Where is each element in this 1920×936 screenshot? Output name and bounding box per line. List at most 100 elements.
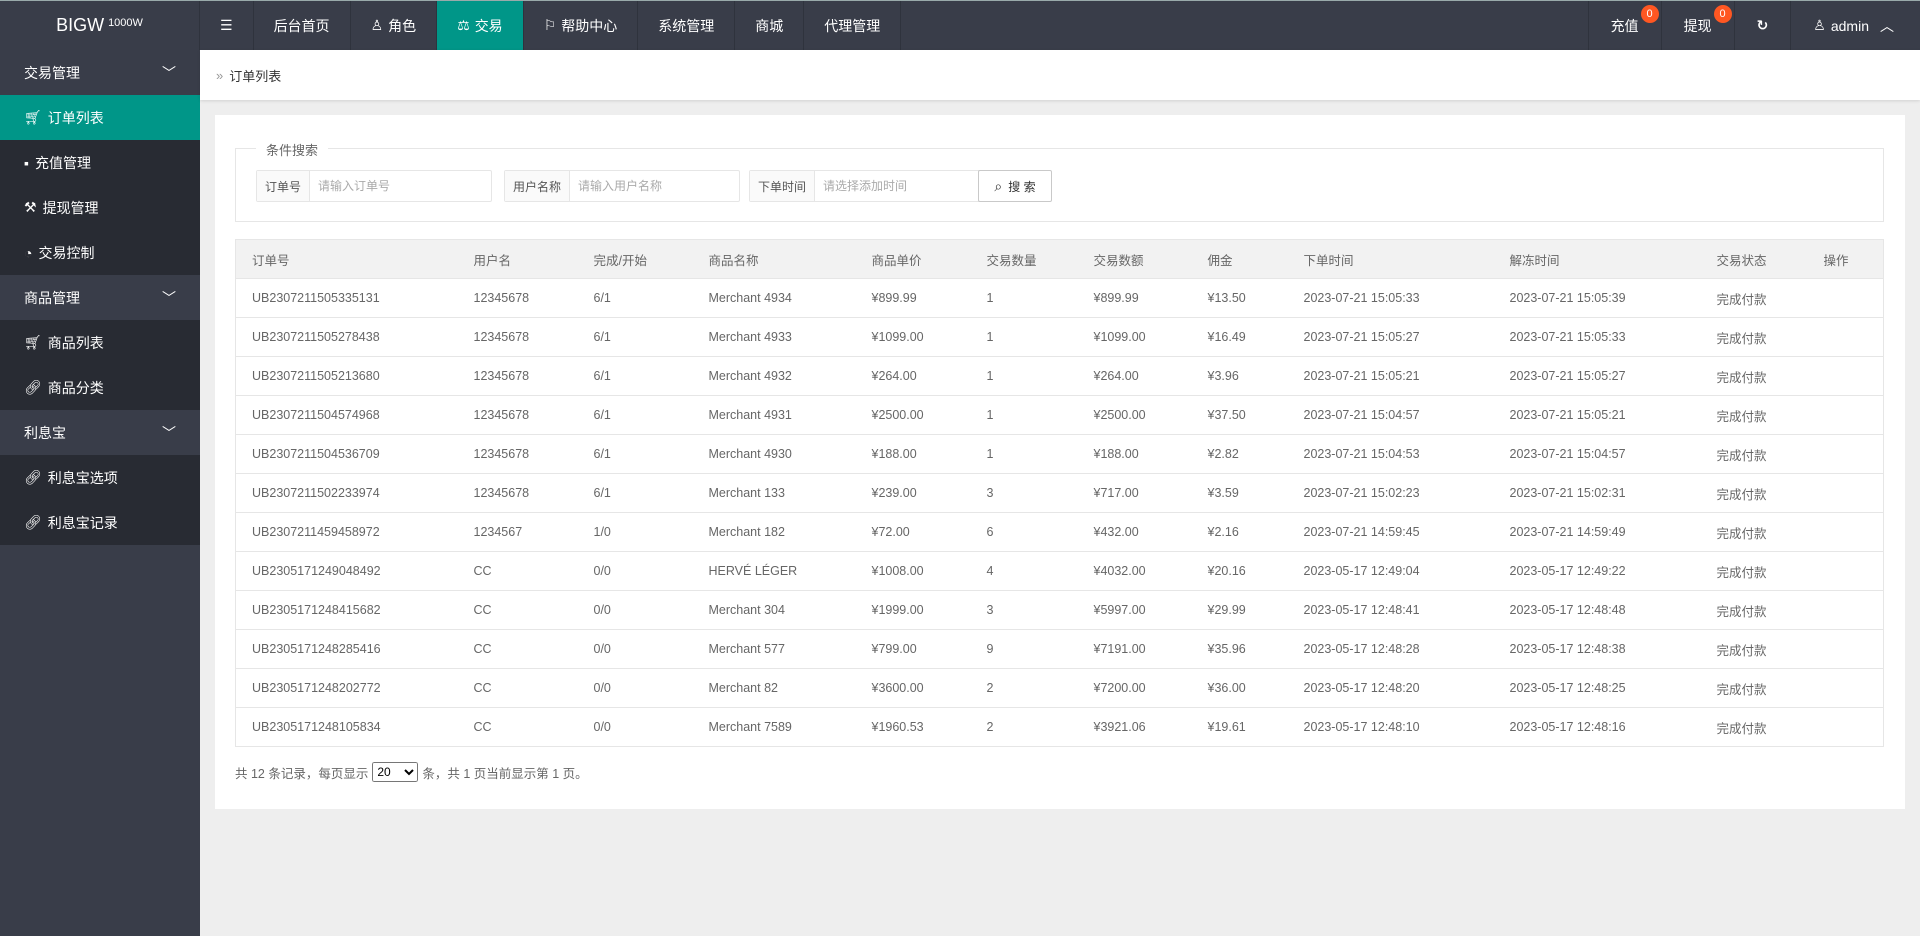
table-cell: 3: [970, 590, 1078, 630]
table-cell: Merchant 182: [692, 512, 856, 552]
table-row: UB2305171248105834 CC 0/0 Merchant 7589 ¥196…: [235, 707, 1884, 747]
sidebar-item-recharge[interactable]: ▪ 充值管理: [0, 140, 200, 185]
table-cell: ¥188.00: [855, 434, 971, 474]
nav-label: 商城: [755, 17, 784, 34]
table-cell: 2023-05-17 12:48:48: [1493, 590, 1701, 630]
sidebar-item-interest-options[interactable]: 🔗︎ 利息宝选项: [0, 455, 200, 500]
user-menu[interactable]: ♙ admin ︿: [1790, 1, 1920, 50]
nav-home[interactable]: 后台首页: [254, 1, 351, 50]
search-button-label: 搜 索: [1008, 179, 1036, 194]
table-cell: 6/1: [577, 473, 693, 513]
table-cell: 2: [970, 668, 1078, 708]
breadcrumb: » 订单列表: [200, 50, 1920, 100]
table-cell: [1807, 473, 1884, 513]
withdraw-button[interactable]: 提现 0: [1660, 1, 1734, 50]
sidebar-item-interest-records[interactable]: 🔗︎ 利息宝记录: [0, 500, 200, 545]
table-cell: ¥1960.53: [855, 707, 971, 747]
table-cell: UB2305171249048492: [235, 551, 458, 591]
nav-label: 交易: [474, 17, 503, 34]
table-cell: 2023-07-21 15:04:57: [1287, 395, 1494, 435]
table-cell: 12345678: [457, 395, 578, 435]
sidebar-item-goods-list[interactable]: 🛒︎ 商品列表: [0, 320, 200, 365]
time-input[interactable]: [815, 171, 976, 201]
user-icon: ♙: [1813, 17, 1826, 33]
column-header: 交易数额: [1077, 239, 1192, 279]
nav-help[interactable]: ⚐ 帮助中心: [524, 1, 639, 50]
table-cell: Merchant 4932: [692, 356, 856, 396]
table-cell: 1: [970, 317, 1078, 357]
nav-agent[interactable]: 代理管理: [804, 1, 902, 50]
table-cell: [1807, 278, 1884, 318]
table-cell: 2023-07-21 15:05:27: [1287, 317, 1494, 357]
recharge-label: 充值: [1610, 17, 1639, 34]
order-label: 订单号: [257, 171, 311, 201]
cart-icon: 🛒︎: [24, 109, 42, 125]
chevron-down-icon: ﹀: [162, 424, 176, 441]
logo[interactable]: BIGW 1000W: [0, 1, 200, 50]
column-header: 解冻时间: [1493, 239, 1701, 279]
order-input[interactable]: [310, 171, 471, 201]
nav-mall[interactable]: 商城: [735, 1, 805, 50]
table-cell: 1234567: [457, 512, 578, 552]
table-cell: 完成付款: [1700, 473, 1808, 513]
search-button[interactable]: ⌕ 搜 索: [978, 170, 1052, 202]
column-header: 操作: [1807, 239, 1884, 279]
table-cell: 6/1: [577, 317, 693, 357]
gauge-icon: ◔: [24, 244, 33, 261]
table-cell: 完成付款: [1700, 356, 1808, 396]
table-cell: 完成付款: [1700, 434, 1808, 474]
table-cell: [1807, 668, 1884, 708]
withdraw-label: 提现: [1683, 17, 1712, 34]
item-label: 交易控制: [38, 244, 95, 261]
item-label: 商品列表: [47, 334, 104, 351]
pager-prefix: 共 12 条记录，每页显示: [235, 766, 369, 781]
flag-icon: ⚐: [543, 17, 557, 33]
user-icon: ♙: [370, 17, 384, 33]
table-cell: 6/1: [577, 434, 693, 474]
table-cell: ¥799.00: [855, 629, 971, 669]
table-cell: ¥2500.00: [1077, 395, 1192, 435]
nav-trade[interactable]: ⚖ 交易: [437, 1, 524, 50]
nav-role[interactable]: ♙ 角色: [351, 1, 438, 50]
table-cell: 完成付款: [1700, 395, 1808, 435]
user-input[interactable]: [570, 171, 731, 201]
table-cell: 2: [970, 707, 1078, 747]
group-label: 商品管理: [24, 289, 80, 306]
refresh-button[interactable]: ↻: [1733, 1, 1791, 50]
table-row: UB2305171248415682 CC 0/0 Merchant 304 ¥1999…: [235, 590, 1884, 630]
page-size-select[interactable]: 20: [372, 762, 419, 782]
table-cell: 6/1: [577, 356, 693, 396]
logo-text: BIGW: [56, 15, 105, 35]
sidebar-item-orders[interactable]: 🛒︎ 订单列表: [0, 95, 200, 140]
sidebar: 交易管理 ﹀ 🛒︎ 订单列表 ▪ 充值管理 ⚒ 提现管理 ◔ 交易控制 商品管理 ﹀ 🛒︎ 商…: [0, 50, 200, 936]
user-field: 用户名称: [504, 170, 740, 202]
table-cell: 2023-05-17 12:48:41: [1287, 590, 1494, 630]
monitor-icon: ▪: [24, 154, 29, 171]
table-cell: ¥264.00: [855, 356, 971, 396]
table-cell: Merchant 133: [692, 473, 856, 513]
sidebar-item-goods-category[interactable]: 🔗︎ 商品分类: [0, 365, 200, 410]
table-cell: CC: [457, 551, 578, 591]
table-cell: Merchant 4931: [692, 395, 856, 435]
order-field: 订单号: [256, 170, 492, 202]
table-cell: Merchant 304: [692, 590, 856, 630]
table-cell: 2023-05-17 12:48:25: [1493, 668, 1701, 708]
sidebar-group-interest[interactable]: 利息宝 ﹀: [0, 410, 200, 455]
scale-icon: ⚖: [457, 17, 470, 33]
sidebar-item-withdraw[interactable]: ⚒ 提现管理: [0, 185, 200, 230]
table-cell: 12345678: [457, 278, 578, 318]
table-cell: 6/1: [577, 278, 693, 318]
sidebar-group-goods[interactable]: 商品管理 ﹀: [0, 275, 200, 320]
sidebar-group-trade[interactable]: 交易管理 ﹀: [0, 50, 200, 95]
table-cell: UB2307211504536709: [235, 434, 458, 474]
menu-toggle-button[interactable]: ☰: [200, 1, 254, 50]
table-cell: 4: [970, 551, 1078, 591]
search-icon: ⌕: [994, 177, 1003, 194]
table-cell: UB2307211505278438: [235, 317, 458, 357]
nav-label: 代理管理: [824, 17, 881, 34]
recharge-button[interactable]: 充值 0: [1587, 1, 1661, 50]
table-cell: ¥1999.00: [855, 590, 971, 630]
sidebar-item-trade-control[interactable]: ◔ 交易控制: [0, 230, 200, 275]
table-cell: 2023-07-21 15:02:31: [1493, 473, 1701, 513]
nav-system[interactable]: 系统管理: [638, 1, 736, 50]
